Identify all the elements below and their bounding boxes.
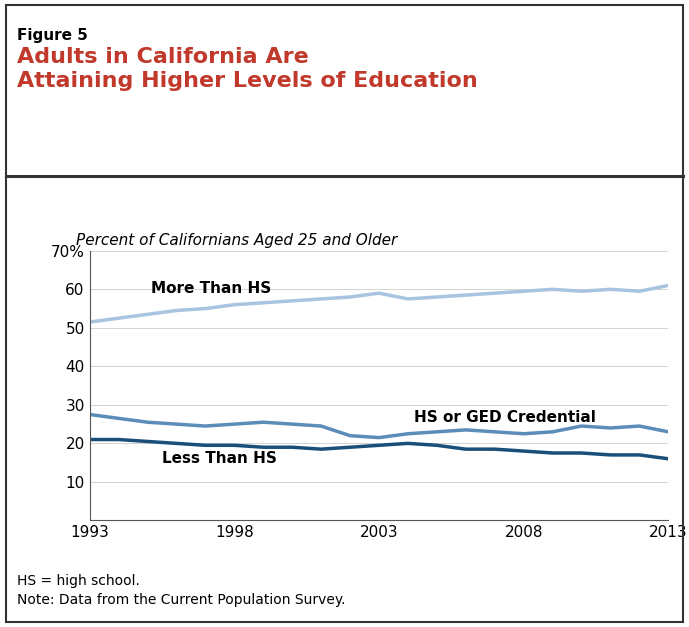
Text: HS or GED Credential: HS or GED Credential — [413, 410, 595, 425]
Text: Adults in California Are
Attaining Higher Levels of Education: Adults in California Are Attaining Highe… — [17, 47, 478, 91]
Text: More Than HS: More Than HS — [151, 282, 271, 296]
Text: HS = high school.: HS = high school. — [17, 574, 140, 587]
Text: Less Than HS: Less Than HS — [163, 451, 277, 466]
Text: Percent of Californians Aged 25 and Older: Percent of Californians Aged 25 and Olde… — [76, 233, 397, 248]
Text: Figure 5: Figure 5 — [17, 28, 88, 43]
Text: Note: Data from the Current Population Survey.: Note: Data from the Current Population S… — [17, 593, 346, 606]
